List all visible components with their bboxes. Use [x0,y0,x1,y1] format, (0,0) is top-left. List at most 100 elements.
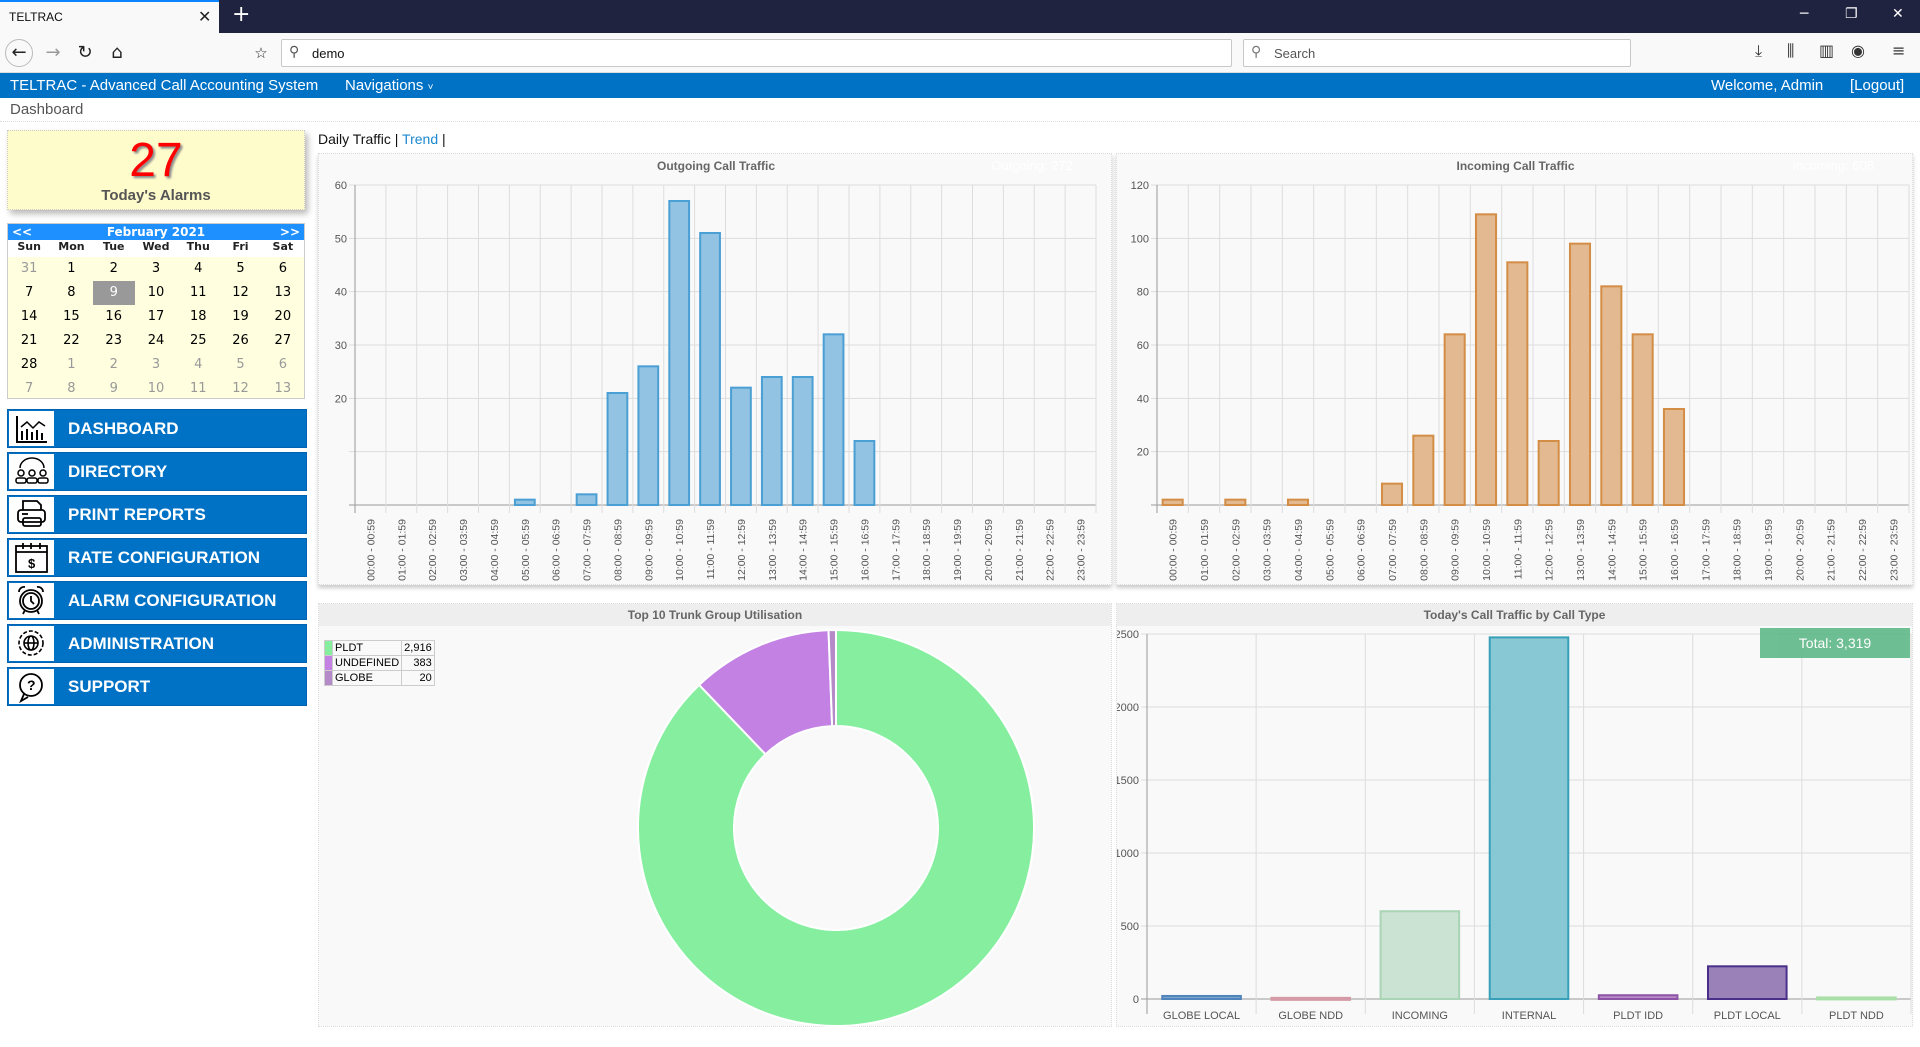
calendar-day[interactable]: 4 [194,357,203,372]
trend-link[interactable]: Trend [402,131,439,147]
calendar-day[interactable]: 12 [232,381,249,396]
x-tick-label: 22:00 - 22:59 [1857,519,1869,581]
calendar-day[interactable]: 11 [189,285,207,300]
x-tick-label: 14:00 - 14:59 [1606,519,1618,581]
sidebar-icon[interactable]: ▥ [1819,41,1835,60]
x-tick-label: 04:00 - 04:59 [1293,519,1305,581]
calendar-day[interactable]: 10 [147,285,165,300]
calendar-day[interactable]: 27 [274,333,292,348]
calendar-day[interactable]: 10 [147,381,165,396]
bar [668,200,691,506]
calendar-day[interactable]: 20 [274,309,292,324]
calendar-day[interactable]: 3 [151,357,161,372]
calendar-day[interactable]: 2 [109,261,118,276]
calendar-day[interactable]: 17 [147,309,165,324]
y-tick-label: 60 [1137,340,1149,352]
calendar-day[interactable]: 28 [20,357,38,372]
sidebar-item-administration[interactable]: ADMINISTRATION [7,624,307,663]
prev-month-button[interactable]: << [12,225,33,239]
calendar-day[interactable]: 12 [232,285,249,300]
daily-traffic-link[interactable]: Daily Traffic [318,131,391,147]
x-tick-label: 02:00 - 02:59 [1230,519,1242,581]
calendar-day[interactable]: 25 [189,333,207,348]
alarms-widget[interactable]: 27 Today's Alarms [7,130,305,210]
welcome-text: Welcome, Admin [1711,77,1824,94]
calendar-day[interactable]: 7 [25,285,34,300]
calendar-day[interactable]: 8 [67,381,76,396]
sidebar-item-support[interactable]: ? SUPPORT [7,667,307,706]
legend-label: UNDEFINED [331,655,403,671]
bar [1600,285,1623,506]
calendar-day[interactable]: 9 [109,381,118,396]
calendar-day[interactable]: 1 [67,357,76,372]
calendar-day[interactable]: 18 [189,309,207,324]
minimize-icon[interactable]: ─ [1800,6,1809,22]
browser-tab[interactable]: TELTRAC ✕ [0,0,219,33]
x-tick-label: 13:00 - 13:59 [1575,519,1587,581]
reload-icon[interactable]: ↻ [77,42,93,63]
x-tick-label: 08:00 - 08:59 [1418,519,1430,581]
legend-item[interactable]: UNDEFINED 383 [324,655,435,671]
calendar-day[interactable]: 5 [236,357,245,372]
calendar-day[interactable]: 24 [147,333,165,348]
calendar-day[interactable]: 23 [105,333,122,348]
calendar-day[interactable]: 11 [189,381,207,396]
sidebar-item-print-reports[interactable]: PRINT REPORTS [7,495,307,534]
calendar-day[interactable]: 5 [236,261,245,276]
calendar-day[interactable]: 4 [194,261,203,276]
next-month-button[interactable]: >> [279,225,300,239]
library-icon[interactable]: ⫼ [1787,41,1795,60]
sidebar-item-dashboard[interactable]: DASHBOARD [7,409,307,448]
search-input[interactable]: ⚲ Search [1243,39,1631,67]
account-icon[interactable]: ◉ [1851,41,1865,60]
bar [575,493,598,507]
bookmark-star-icon[interactable]: ☆ [254,44,268,62]
legend-item[interactable]: GLOBE 20 [324,670,435,686]
calendar-day-selected[interactable]: 9 [92,281,135,305]
calendar-day[interactable]: 21 [20,333,38,348]
menu-hamburger-icon[interactable]: ≡ [1892,41,1906,60]
x-tick-label: PLDT NDD [1829,1010,1884,1022]
back-icon[interactable]: ← [5,39,33,67]
logout-link[interactable]: [Logout] [1850,77,1905,94]
legend-item[interactable]: PLDT 2,916 [324,640,435,656]
calendar-day[interactable]: 31 [20,261,38,276]
calendar-day[interactable]: 1 [67,261,76,276]
sidebar-item-rate-configuration[interactable]: $ RATE CONFIGURATION [7,538,307,577]
calendar-day[interactable]: 3 [151,261,161,276]
calendar-day[interactable]: 8 [67,285,76,300]
address-bar[interactable]: ⚲ demo [281,39,1232,67]
calendar-day[interactable]: 6 [278,357,287,372]
calendar-day[interactable]: 15 [63,309,80,324]
calendar-day[interactable]: 16 [105,309,122,324]
legend-swatch [324,670,333,686]
calendar-day[interactable]: 13 [274,381,292,396]
search-icon: ⚲ [1251,44,1262,60]
calendar-day[interactable]: 19 [232,309,249,324]
app-title[interactable]: TELTRAC - Advanced Call Accounting Syste… [10,77,319,94]
x-tick-label: 20:00 - 20:59 [983,519,995,581]
close-tab-icon[interactable]: ✕ [198,7,212,26]
calendar-day[interactable]: 14 [20,309,38,324]
forward-icon[interactable]: → [45,42,61,63]
y-tick-label: 0 [1133,994,1139,1006]
sidebar-item-alarm-configuration[interactable]: ALARM CONFIGURATION [7,581,307,620]
restore-icon[interactable]: ❐ [1845,6,1858,22]
x-tick-label: PLDT LOCAL [1714,1010,1781,1022]
outgoing-chart-panel: Outgoing Call Traffic Outgoing: 272 20 30 40… [318,153,1112,585]
calendar-day[interactable]: 6 [278,261,287,276]
x-tick-label: 07:00 - 07:59 [582,519,594,581]
url-text[interactable]: demo [312,46,345,61]
new-tab-icon[interactable]: + [232,2,251,27]
sidebar-item-directory[interactable]: DIRECTORY [7,452,307,491]
bar [1506,261,1529,507]
close-window-icon[interactable]: ✕ [1892,6,1904,22]
home-icon[interactable]: ⌂ [111,42,123,63]
navigations-menu[interactable]: Navigations ˅ [345,77,433,94]
calendar-day[interactable]: 22 [63,333,80,348]
calendar-day[interactable]: 13 [274,285,292,300]
download-icon[interactable]: ⤓ [1755,41,1763,60]
calendar-day[interactable]: 7 [25,381,34,396]
calendar-day[interactable]: 2 [109,357,118,372]
calendar-day[interactable]: 26 [232,333,249,348]
